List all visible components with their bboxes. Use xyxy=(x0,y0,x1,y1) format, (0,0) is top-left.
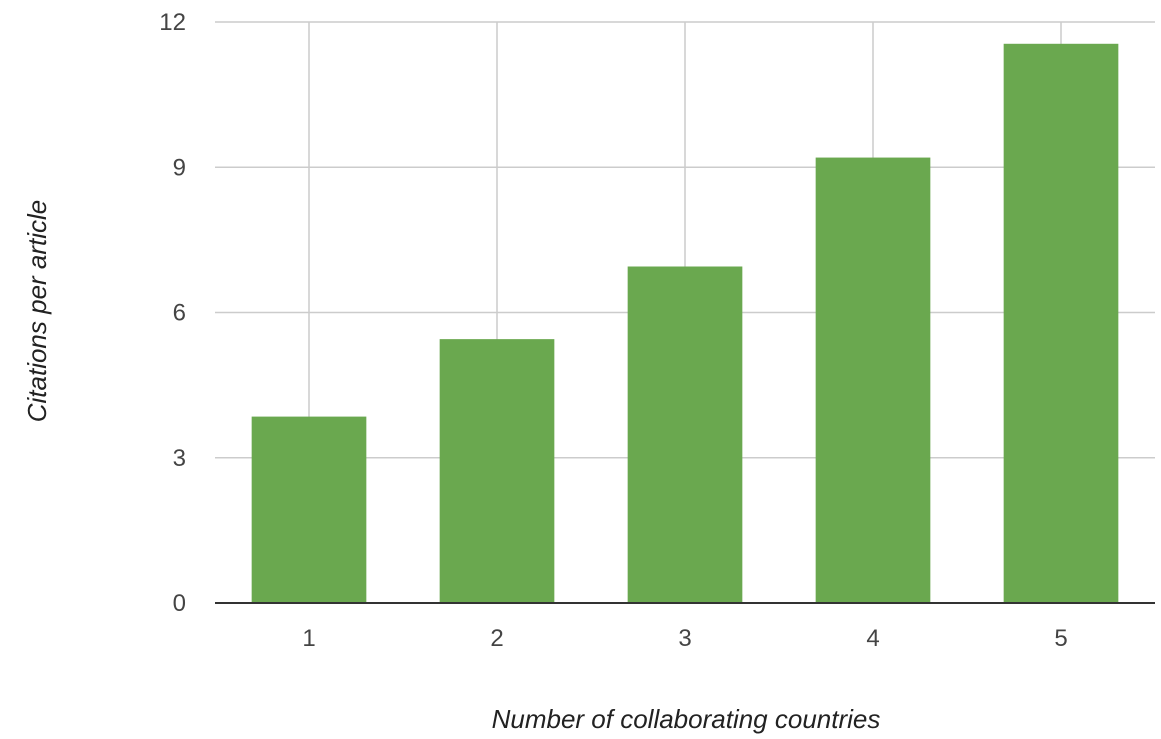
x-tick-label: 4 xyxy=(866,625,879,652)
x-tick-label: 5 xyxy=(1054,625,1067,652)
bars xyxy=(251,43,1119,604)
bar-1 xyxy=(251,416,367,603)
x-tick-label: 3 xyxy=(678,625,691,652)
x-tick-label: 2 xyxy=(490,625,503,652)
y-axis-title: Citations per article xyxy=(22,200,52,423)
x-axis-title: Number of collaborating countries xyxy=(492,704,881,734)
x-tick-label: 1 xyxy=(302,625,315,652)
y-tick-label: 6 xyxy=(173,300,186,327)
bar-4 xyxy=(815,157,931,604)
bar-5 xyxy=(1003,43,1119,604)
y-tick-label: 12 xyxy=(159,9,186,36)
bar-3 xyxy=(627,266,743,603)
y-tick-label: 3 xyxy=(173,445,186,472)
y-tick-label: 9 xyxy=(173,154,186,181)
y-tick-label: 0 xyxy=(173,590,186,617)
bar-2 xyxy=(439,339,555,603)
